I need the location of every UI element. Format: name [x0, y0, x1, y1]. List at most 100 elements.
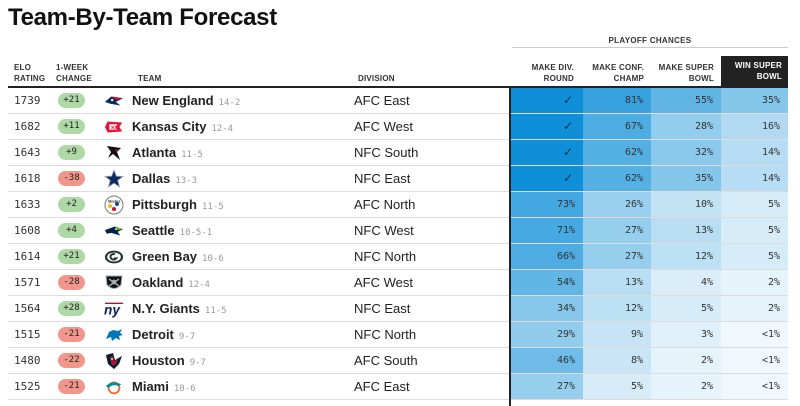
- make-conf-champ-cell: 27%: [583, 218, 651, 243]
- raiders-logo: [104, 274, 124, 292]
- make-div-round-cell: 71%: [511, 218, 583, 243]
- win-super-bowl-cell: <1%: [721, 374, 788, 399]
- team-name: Houston: [132, 353, 185, 368]
- elo-rating: 1739: [14, 94, 41, 107]
- team-name: Seattle: [132, 223, 175, 238]
- header-rule: [8, 86, 788, 88]
- table-row[interactable]: 1608 +4 Seattle 10-5-1 NFC West 71% 27% 1…: [8, 218, 788, 244]
- elo-rating-header[interactable]: ELO RATING: [14, 62, 54, 84]
- patriots-logo: [104, 92, 124, 110]
- team-record: 14-2: [218, 98, 241, 108]
- change-badge: +2: [58, 197, 85, 212]
- table-row[interactable]: 1564 +28 ny N.Y. Giants 11-5 NFC East 34%…: [8, 296, 788, 322]
- win-super-bowl-cell: 14%: [721, 166, 788, 191]
- elo-rating: 1682: [14, 120, 41, 133]
- elo-rating: 1525: [14, 380, 41, 393]
- make-div-round-header[interactable]: MAKE DIV. ROUND: [512, 62, 574, 84]
- svg-text:KC: KC: [111, 125, 119, 131]
- team-record: 10-6: [202, 254, 224, 264]
- change-header[interactable]: 1-WEEK CHANGE: [56, 62, 102, 84]
- team-name: Pittsburgh: [132, 197, 197, 212]
- make-div-round-cell: 27%: [511, 374, 583, 399]
- make-super-bowl-cell: 2%: [651, 348, 721, 373]
- make-div-round-cell: ✓: [511, 88, 583, 113]
- win-super-bowl-cell: 2%: [721, 270, 788, 295]
- win-sb-header-line1: WIN SUPER: [734, 61, 782, 70]
- team-name: Oakland: [132, 275, 184, 290]
- elo-header-line2: RATING: [14, 74, 46, 83]
- team-cell[interactable]: Kansas City 12-4: [132, 114, 233, 139]
- team-cell[interactable]: Dallas 13-3: [132, 166, 197, 191]
- table-row[interactable]: 1682 +11 KC Kansas City 12-4 AFC West ✓ 6…: [8, 114, 788, 140]
- table-row[interactable]: 1614 +21 Green Bay 10-6 NFC North 66% 27%…: [8, 244, 788, 270]
- make-conf-champ-cell: 8%: [583, 348, 651, 373]
- team-cell[interactable]: Miami 10-6: [132, 374, 196, 399]
- team-name: N.Y. Giants: [132, 301, 200, 316]
- team-cell[interactable]: New England 14-2: [132, 88, 240, 113]
- make-div-header-line2: ROUND: [543, 74, 574, 83]
- team-cell[interactable]: Houston 9-7: [132, 348, 206, 373]
- team-cell[interactable]: Atlanta 11-5: [132, 140, 203, 165]
- table-row[interactable]: 1618 -38 Dallas 13-3 NFC East ✓ 62% 35% 1…: [8, 166, 788, 192]
- division-header[interactable]: DIVISION: [358, 74, 395, 83]
- elo-rating: 1564: [14, 302, 41, 315]
- make-div-round-cell: 66%: [511, 244, 583, 269]
- division-cell: AFC West: [354, 119, 413, 134]
- team-cell[interactable]: N.Y. Giants 11-5: [132, 296, 227, 321]
- make-conf-header-line1: MAKE CONF.: [592, 63, 644, 72]
- change-header-line1: 1-WEEK: [56, 63, 89, 72]
- make-super-bowl-cell: 5%: [651, 296, 721, 321]
- make-conf-champ-header[interactable]: MAKE CONF. CHAMP: [578, 62, 644, 84]
- team-name: New England: [132, 93, 214, 108]
- win-super-bowl-cell: <1%: [721, 348, 788, 373]
- svg-text:Steelers: Steelers: [108, 200, 121, 204]
- make-super-bowl-cell: 28%: [651, 114, 721, 139]
- team-record: 12-4: [188, 280, 210, 290]
- elo-rating: 1480: [14, 354, 41, 367]
- team-record: 13-3: [175, 176, 197, 186]
- team-cell[interactable]: Green Bay 10-6: [132, 244, 224, 269]
- win-super-bowl-header[interactable]: WIN SUPER BOWL: [721, 56, 788, 86]
- make-div-round-cell: 46%: [511, 348, 583, 373]
- elo-rating: 1614: [14, 250, 41, 263]
- table-row[interactable]: 1571 -28 Oakland 12-4 AFC West 54% 13% 4%…: [8, 270, 788, 296]
- division-cell: NFC South: [354, 145, 419, 160]
- elo-header-line1: ELO: [14, 63, 32, 72]
- win-super-bowl-cell: 5%: [721, 244, 788, 269]
- elo-rating: 1618: [14, 172, 41, 185]
- division-cell: NFC North: [354, 327, 417, 342]
- win-super-bowl-cell: <1%: [721, 322, 788, 347]
- elo-rating: 1515: [14, 328, 41, 341]
- make-super-bowl-cell: 12%: [651, 244, 721, 269]
- falcons-logo: [104, 144, 124, 162]
- table-row[interactable]: 1480 -22 Houston 9-7 AFC South 46% 8% 2% …: [8, 348, 788, 374]
- table-row[interactable]: 1525 -21 Miami 10-6 AFC East 27% 5% 2% <1…: [8, 374, 788, 400]
- table-row[interactable]: 1515 -21 Detroit 9-7 NFC North 29% 9% 3% …: [8, 322, 788, 348]
- dolphins-logo: [104, 378, 124, 396]
- division-cell: AFC North: [354, 197, 416, 212]
- make-div-header-line1: MAKE DIV.: [531, 63, 574, 72]
- division-cell: NFC East: [354, 301, 411, 316]
- team-name: Detroit: [132, 327, 174, 342]
- team-cell[interactable]: Pittsburgh 11-5: [132, 192, 224, 217]
- elo-rating: 1571: [14, 276, 41, 289]
- table-row[interactable]: 1643 +9 Atlanta 11-5 NFC South ✓ 62% 32% …: [8, 140, 788, 166]
- change-badge: +9: [58, 145, 85, 160]
- team-cell[interactable]: Oakland 12-4: [132, 270, 210, 295]
- make-conf-champ-cell: 13%: [583, 270, 651, 295]
- make-super-bowl-header[interactable]: MAKE SUPER BOWL: [646, 62, 714, 84]
- team-cell[interactable]: Detroit 9-7: [132, 322, 195, 347]
- svg-text:ny: ny: [104, 302, 121, 317]
- change-badge: +21: [58, 93, 85, 108]
- make-conf-champ-cell: 5%: [583, 374, 651, 399]
- table-row[interactable]: 1739 +21 New England 14-2 AFC East ✓ 81% …: [8, 88, 788, 114]
- team-header[interactable]: TEAM: [138, 74, 162, 83]
- team-name: Miami: [132, 379, 169, 394]
- team-record: 9-7: [178, 332, 196, 342]
- make-conf-header-line2: CHAMP: [613, 74, 644, 83]
- change-badge: -21: [58, 379, 85, 394]
- team-cell[interactable]: Seattle 10-5-1: [132, 218, 212, 243]
- make-sb-header-line2: BOWL: [688, 74, 714, 83]
- table-row[interactable]: 1633 +2 Steelers Pittsburgh 11-5 AFC Nort…: [8, 192, 788, 218]
- playoff-divider: [509, 88, 511, 406]
